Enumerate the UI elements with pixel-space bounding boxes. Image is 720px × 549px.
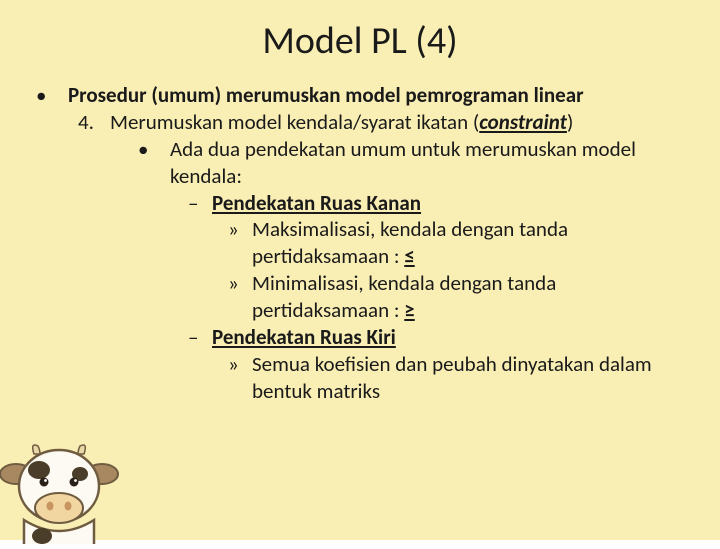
raquo-marker: » [228, 351, 252, 405]
text-part: ) [567, 109, 573, 135]
number-marker: 4. [78, 109, 110, 136]
bullet-marker: • [36, 82, 68, 109]
emphasis-constraint: constraint [479, 109, 567, 135]
numbered-level2: 4. Merumuskan model kendala/syarat ikata… [78, 109, 690, 136]
slide-title: Model PL (4) [30, 18, 690, 64]
underline-bold: Pendekatan Ruas Kanan [212, 190, 421, 216]
numbered-text: Merumuskan model kendala/syarat ikatan (… [110, 109, 690, 136]
raquo-text: Maksimalisasi, kendala dengan tanda pert… [252, 216, 690, 270]
bullet-level3: • Ada dua pendekatan umum untuk merumusk… [138, 136, 690, 190]
dash-marker: – [188, 324, 212, 351]
symbol-ge: ≥ [404, 297, 414, 323]
raquo-level5: » Semua koefisien dan peubah dinyatakan … [228, 351, 690, 405]
cow-icon [0, 424, 124, 544]
bullet-text: Ada dua pendekatan umum untuk merumuskan… [170, 136, 690, 190]
raquo-marker: » [228, 216, 252, 270]
dash-text: Pendekatan Ruas Kiri [212, 324, 690, 351]
bullet-text: Prosedur (umum) merumuskan model pemrogr… [68, 82, 690, 109]
text-part: Merumuskan model kendala/syarat ikatan ( [110, 109, 479, 135]
dash-text: Pendekatan Ruas Kanan [212, 190, 690, 217]
raquo-marker: » [228, 270, 252, 324]
raquo-text: Minimalisasi, kendala dengan tanda perti… [252, 270, 690, 324]
dash-marker: – [188, 190, 212, 217]
underline-bold: Pendekatan Ruas Kiri [212, 324, 396, 350]
slide-content: • Prosedur (umum) merumuskan model pemro… [30, 82, 690, 405]
bullet-marker: • [138, 136, 170, 190]
slide: Model PL (4) • Prosedur (umum) merumuska… [0, 0, 720, 540]
raquo-level5: » Maksimalisasi, kendala dengan tanda pe… [228, 216, 690, 270]
bullet-level1: • Prosedur (umum) merumuskan model pemro… [36, 82, 690, 109]
dash-level4: – Pendekatan Ruas Kiri [188, 324, 690, 351]
raquo-level5: » Minimalisasi, kendala dengan tanda per… [228, 270, 690, 324]
raquo-text: Semua koefisien dan peubah dinyatakan da… [252, 351, 690, 405]
dash-level4: – Pendekatan Ruas Kanan [188, 190, 690, 217]
symbol-le: ≤ [404, 243, 414, 269]
